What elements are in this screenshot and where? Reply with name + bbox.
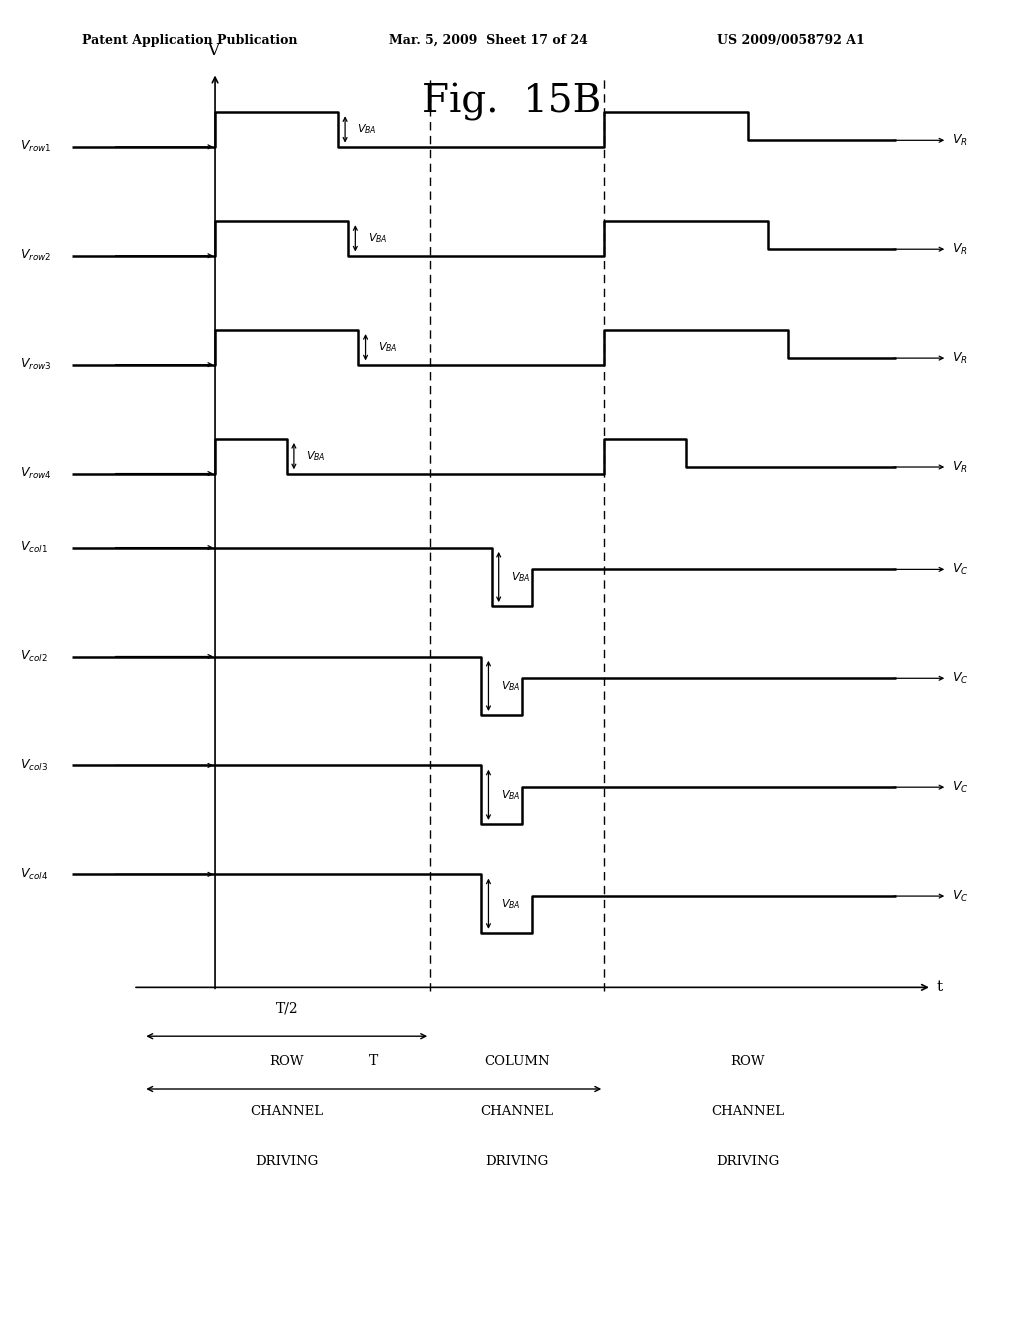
Text: $V_{BA}$: $V_{BA}$ [511,570,530,583]
Text: T/2: T/2 [275,1002,298,1015]
Text: Fig.  15B: Fig. 15B [422,83,602,120]
Text: $V_{col1}$: $V_{col1}$ [20,540,48,556]
Text: DRIVING: DRIVING [255,1155,318,1168]
Text: $V_{row1}$: $V_{row1}$ [20,140,52,154]
Text: $V_{col4}$: $V_{col4}$ [20,867,48,882]
Text: CHANNEL: CHANNEL [480,1105,554,1118]
Text: $V_C$: $V_C$ [952,888,969,904]
Text: US 2009/0058792 A1: US 2009/0058792 A1 [717,33,864,46]
Text: $V_R$: $V_R$ [952,459,968,475]
Text: t: t [937,981,943,994]
Text: $V_{row4}$: $V_{row4}$ [20,466,52,480]
Text: $V_R$: $V_R$ [952,133,968,148]
Text: $V_{BA}$: $V_{BA}$ [501,678,520,693]
Text: $V_C$: $V_C$ [952,780,969,795]
Text: CHANNEL: CHANNEL [711,1105,784,1118]
Text: Mar. 5, 2009  Sheet 17 of 24: Mar. 5, 2009 Sheet 17 of 24 [389,33,588,46]
Text: $V_{BA}$: $V_{BA}$ [501,896,520,911]
Text: $V_{BA}$: $V_{BA}$ [501,788,520,801]
Text: V: V [207,42,219,59]
Text: $V_{col3}$: $V_{col3}$ [20,758,48,774]
Text: ROW: ROW [269,1055,304,1068]
Text: $V_{BA}$: $V_{BA}$ [306,449,326,463]
Text: COLUMN: COLUMN [484,1055,550,1068]
Text: $V_{col2}$: $V_{col2}$ [20,649,48,664]
Text: $V_{BA}$: $V_{BA}$ [378,341,397,354]
Text: $V_{BA}$: $V_{BA}$ [368,231,387,246]
Text: ROW: ROW [730,1055,765,1068]
Text: $V_R$: $V_R$ [952,351,968,366]
Text: $V_R$: $V_R$ [952,242,968,257]
Text: DRIVING: DRIVING [716,1155,779,1168]
Text: $V_C$: $V_C$ [952,562,969,577]
Text: T: T [369,1055,379,1068]
Text: $V_C$: $V_C$ [952,671,969,686]
Text: $V_{BA}$: $V_{BA}$ [357,123,377,136]
Text: CHANNEL: CHANNEL [250,1105,324,1118]
Text: DRIVING: DRIVING [485,1155,549,1168]
Text: $V_{row3}$: $V_{row3}$ [20,358,52,372]
Text: $V_{row2}$: $V_{row2}$ [20,248,52,263]
Text: Patent Application Publication: Patent Application Publication [82,33,297,46]
